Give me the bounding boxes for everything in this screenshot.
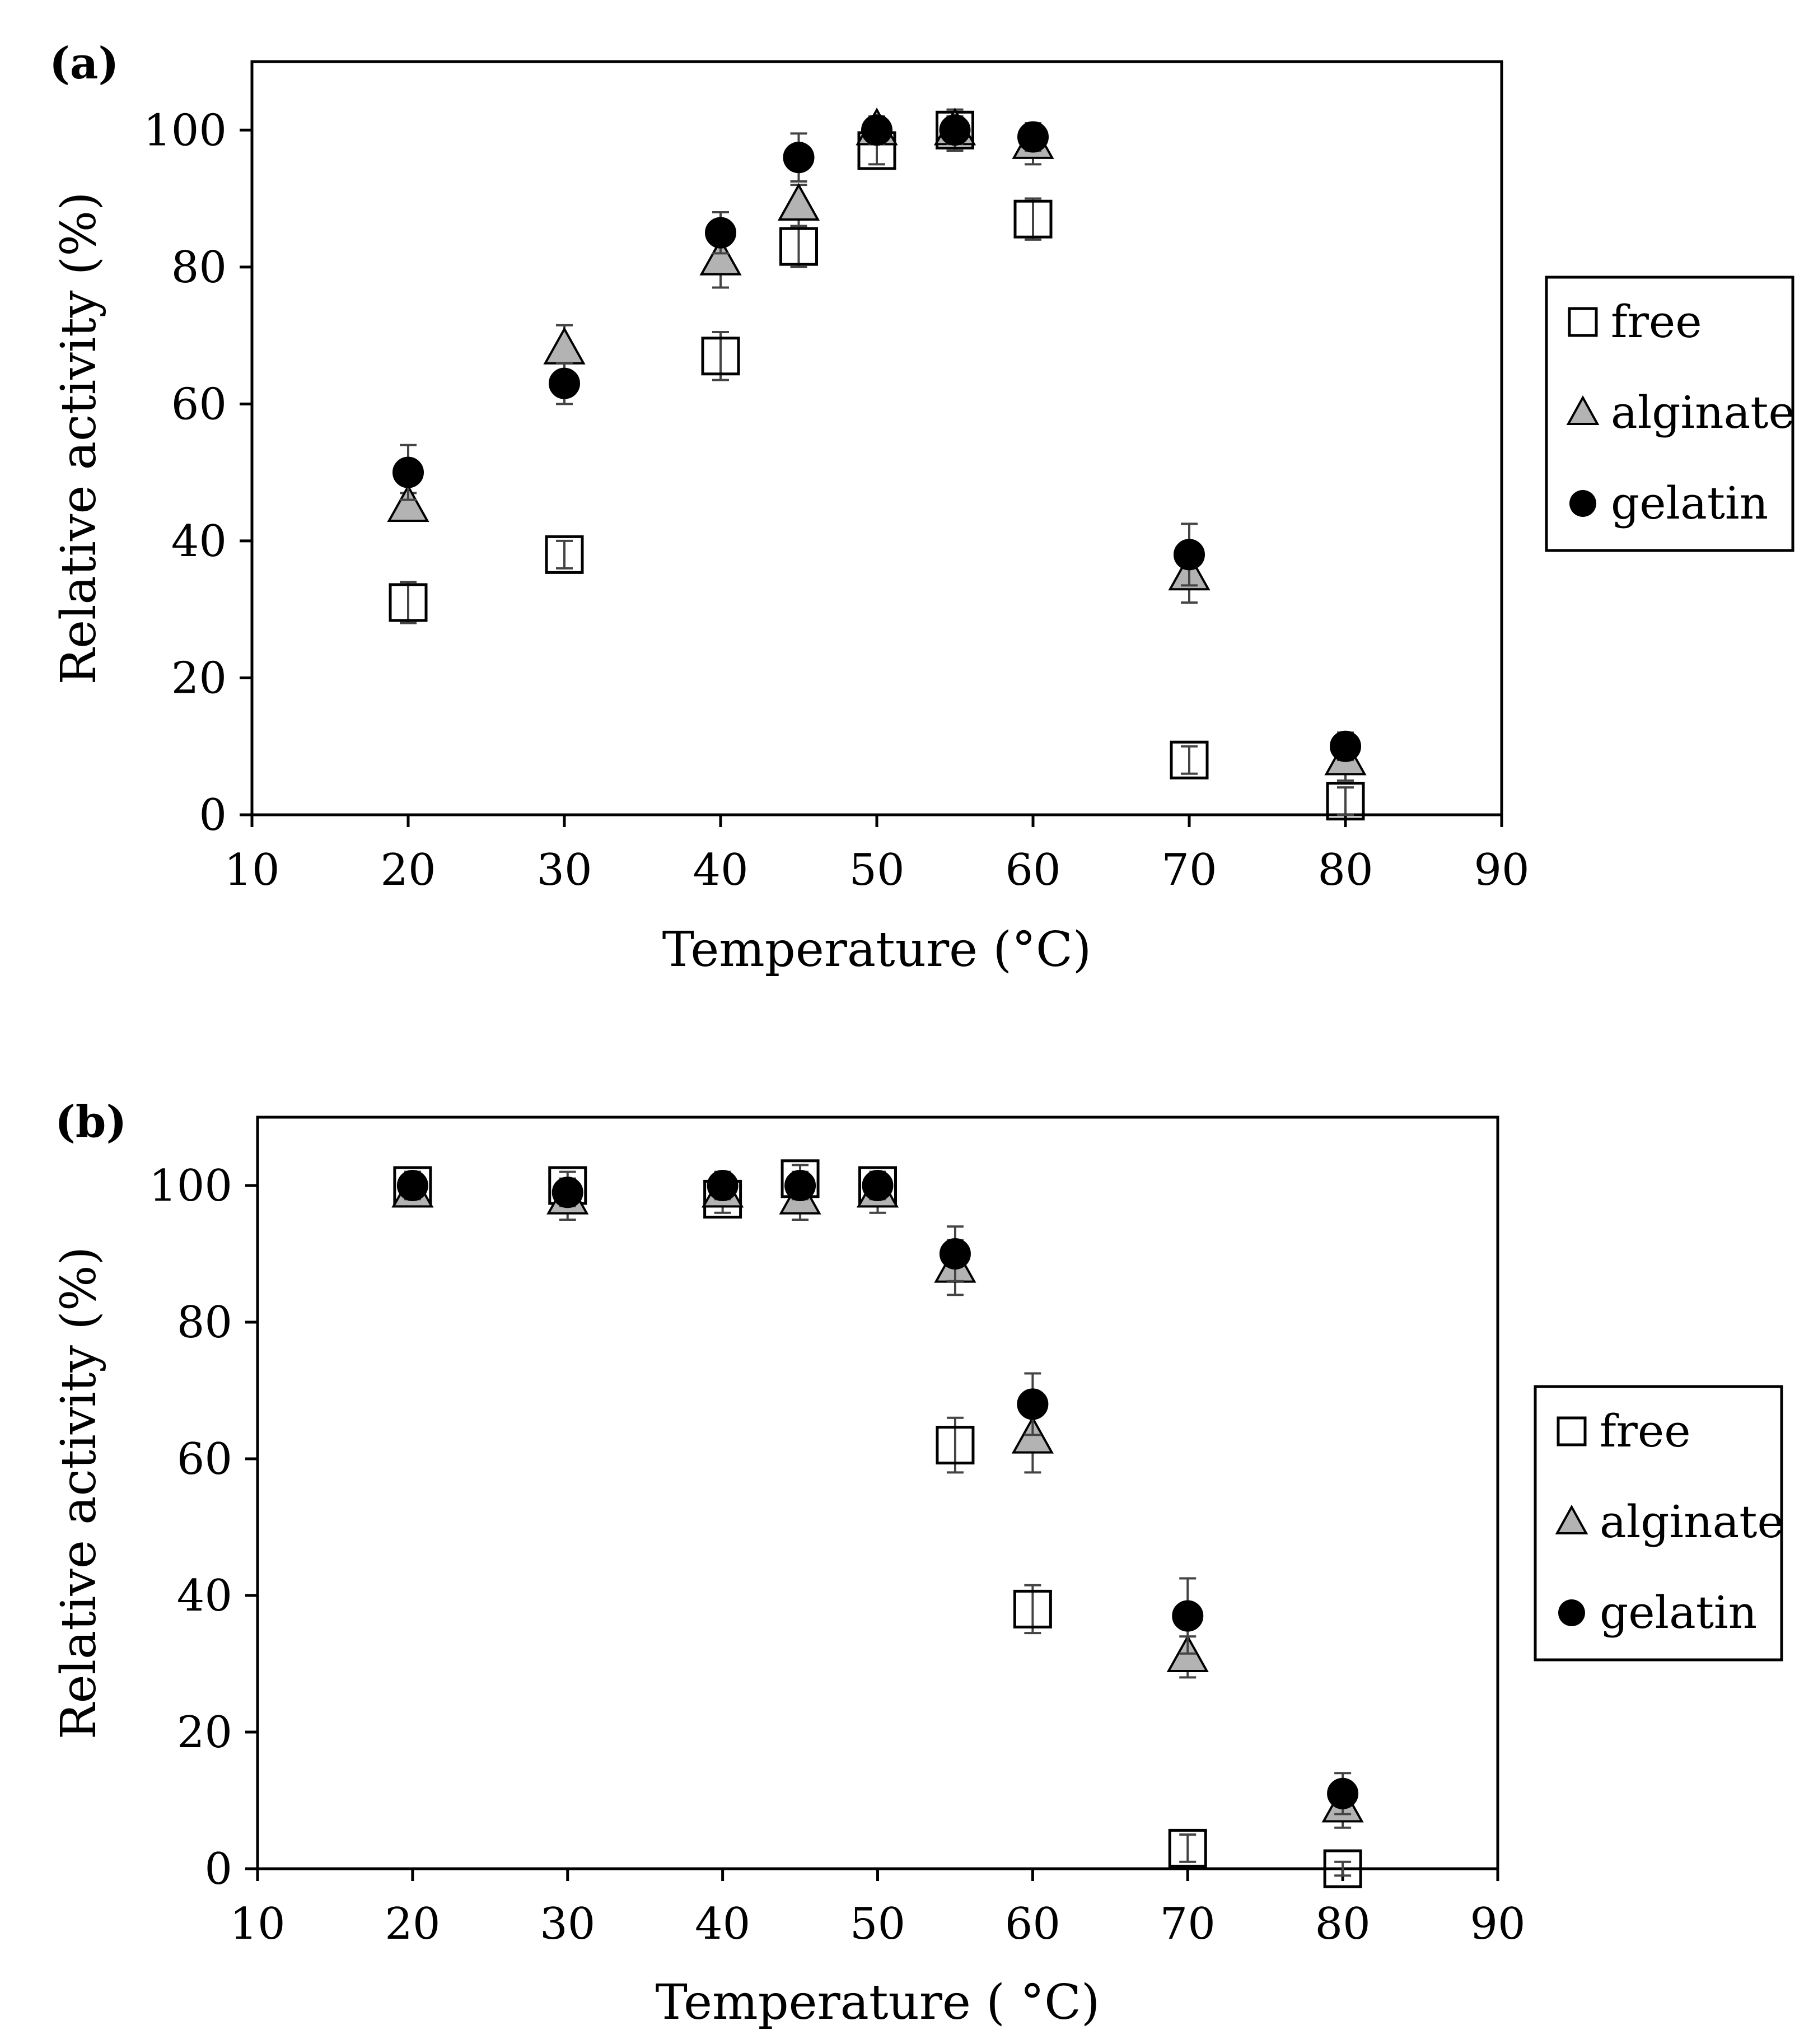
- legend: free alginate gelatin: [1545, 276, 1795, 552]
- data-point-gelatin: [705, 217, 736, 249]
- x-tick-label: 30: [540, 1899, 595, 1949]
- legend-marker-gelatin: [1558, 1599, 1585, 1626]
- y-tick-label: 20: [171, 653, 227, 703]
- legend-marker-alginate: [1555, 1504, 1588, 1534]
- data-point-gelatin: [783, 142, 815, 174]
- x-tick-label: 60: [1005, 845, 1060, 895]
- x-tick-label: 80: [1315, 1899, 1370, 1949]
- data-point-gelatin: [1017, 121, 1049, 153]
- x-tick-label: 20: [385, 1899, 440, 1949]
- data-point-free: [701, 337, 740, 376]
- data-point-alginate: [543, 326, 586, 365]
- x-tick-label: 90: [1474, 845, 1529, 895]
- y-tick-label: 40: [171, 516, 227, 567]
- y-axis-title: Relative activity (%): [51, 192, 107, 684]
- y-tick-label: 40: [177, 1571, 232, 1621]
- data-point-free: [1170, 740, 1209, 780]
- data-point-gelatin: [784, 1170, 816, 1201]
- data-point-gelatin: [392, 456, 424, 488]
- legend-marker-gelatin: [1569, 490, 1596, 517]
- y-tick-label: 60: [171, 379, 227, 430]
- data-point-gelatin: [1327, 1777, 1359, 1809]
- data-point-gelatin: [1172, 1600, 1204, 1632]
- legend-label-gelatin: gelatin: [1600, 1586, 1757, 1639]
- legend-label-free: free: [1611, 296, 1702, 348]
- data-point-gelatin: [552, 1177, 583, 1208]
- data-point-gelatin: [1330, 730, 1361, 762]
- x-tick-label: 20: [380, 845, 436, 895]
- y-tick-label: 100: [149, 1161, 232, 1211]
- x-tick-label: 40: [693, 845, 748, 895]
- panel-label: (a): [49, 38, 119, 89]
- data-point-gelatin: [862, 1170, 894, 1201]
- series-alginate: [391, 1170, 1364, 1829]
- x-axis-title: Temperature ( °C): [656, 1975, 1100, 2031]
- data-point-alginate: [387, 484, 429, 522]
- panel-label: (b): [55, 1096, 127, 1147]
- data-point-gelatin: [707, 1170, 739, 1201]
- x-tick-label: 50: [850, 1899, 905, 1949]
- data-point-gelatin: [861, 114, 892, 146]
- legend: free alginate gelatin: [1534, 1385, 1784, 1662]
- data-point-gelatin: [939, 1238, 971, 1270]
- series-free: [393, 1159, 1362, 1888]
- y-tick-label: 100: [143, 105, 227, 156]
- legend-label-free: free: [1600, 1405, 1691, 1457]
- x-tick-label: 30: [536, 845, 592, 895]
- chart-panel-a: (a) 10 20 30 40 50 60 70 80 90 0 20 40 60 80 100 Tempera…: [49, 38, 1795, 978]
- plot-area-frame: [256, 1116, 1499, 1870]
- series-alginate: [387, 108, 1367, 782]
- data-point-gelatin: [549, 367, 580, 399]
- data-point-free: [779, 227, 818, 266]
- data-point-free: [1326, 782, 1365, 821]
- legend-marker-free: [1557, 1416, 1587, 1446]
- data-point-free: [1013, 199, 1053, 239]
- x-tick-label: 10: [224, 845, 279, 895]
- series-gelatin: [396, 1170, 1359, 1816]
- x-tick-label: 80: [1317, 845, 1373, 895]
- x-tick-label: 10: [230, 1899, 285, 1949]
- x-tick-label: 70: [1160, 1899, 1216, 1949]
- data-point-alginate: [777, 183, 820, 221]
- legend-marker-alginate: [1566, 395, 1600, 425]
- x-tick-label: 90: [1470, 1899, 1525, 1949]
- chart-panel-b: (b) 10 20 30 40 50 60 70 80 90 0 20 40 60 80 100 Tempera…: [51, 1096, 1784, 2031]
- data-point-gelatin: [396, 1170, 428, 1201]
- y-tick-label: 20: [177, 1707, 232, 1758]
- x-tick-label: 60: [1005, 1899, 1060, 1949]
- data-point-gelatin: [939, 114, 971, 146]
- plot-area-frame: [250, 60, 1503, 816]
- y-axis-title: Relative activity (%): [51, 1247, 107, 1739]
- y-tick-label: 80: [171, 242, 227, 293]
- series-gelatin: [392, 114, 1361, 762]
- data-point-gelatin: [1174, 539, 1205, 571]
- y-tick-label: 80: [177, 1298, 232, 1348]
- x-axis-title: Temperature (°C): [662, 922, 1092, 978]
- x-tick-label: 40: [695, 1899, 750, 1949]
- legend-label-alginate: alginate: [1611, 386, 1795, 438]
- data-point-free: [545, 535, 584, 574]
- data-point-free: [389, 583, 428, 622]
- y-tick-label: 0: [199, 790, 227, 841]
- data-point-free: [1323, 1849, 1362, 1888]
- y-tick-label: 0: [204, 1844, 232, 1894]
- legend-label-alginate: alginate: [1600, 1496, 1784, 1548]
- data-point-alginate: [699, 237, 742, 276]
- data-point-gelatin: [1017, 1388, 1049, 1420]
- data-point-free: [1013, 1589, 1052, 1628]
- data-point-free: [936, 1426, 975, 1465]
- x-tick-label: 50: [849, 845, 904, 895]
- series-free: [389, 108, 1365, 821]
- x-tick-label: 70: [1161, 845, 1217, 895]
- data-point-free: [1168, 1828, 1207, 1868]
- legend-marker-free: [1568, 307, 1598, 337]
- y-tick-label: 60: [177, 1434, 232, 1485]
- legend-label-gelatin: gelatin: [1611, 477, 1768, 529]
